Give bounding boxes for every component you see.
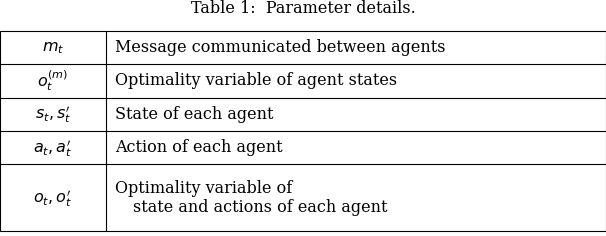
Text: Action of each agent: Action of each agent (115, 139, 283, 156)
Text: Table 1:  Parameter details.: Table 1: Parameter details. (191, 0, 415, 17)
Text: $s_t, s_t'$: $s_t, s_t'$ (35, 103, 72, 125)
Text: state and actions of each agent: state and actions of each agent (133, 198, 388, 215)
Text: $o_t, o_t'$: $o_t, o_t'$ (33, 187, 73, 209)
Text: State of each agent: State of each agent (115, 106, 274, 123)
Text: Message communicated between agents: Message communicated between agents (115, 39, 445, 56)
Bar (0, 31, 606, 231)
Text: Optimality variable of: Optimality variable of (115, 180, 292, 197)
Text: $a_t, a_t'$: $a_t, a_t'$ (33, 137, 73, 159)
Text: $o_t^{(m)}$: $o_t^{(m)}$ (38, 68, 68, 93)
Text: Optimality variable of agent states: Optimality variable of agent states (115, 72, 398, 89)
Text: $m_t$: $m_t$ (42, 39, 64, 56)
